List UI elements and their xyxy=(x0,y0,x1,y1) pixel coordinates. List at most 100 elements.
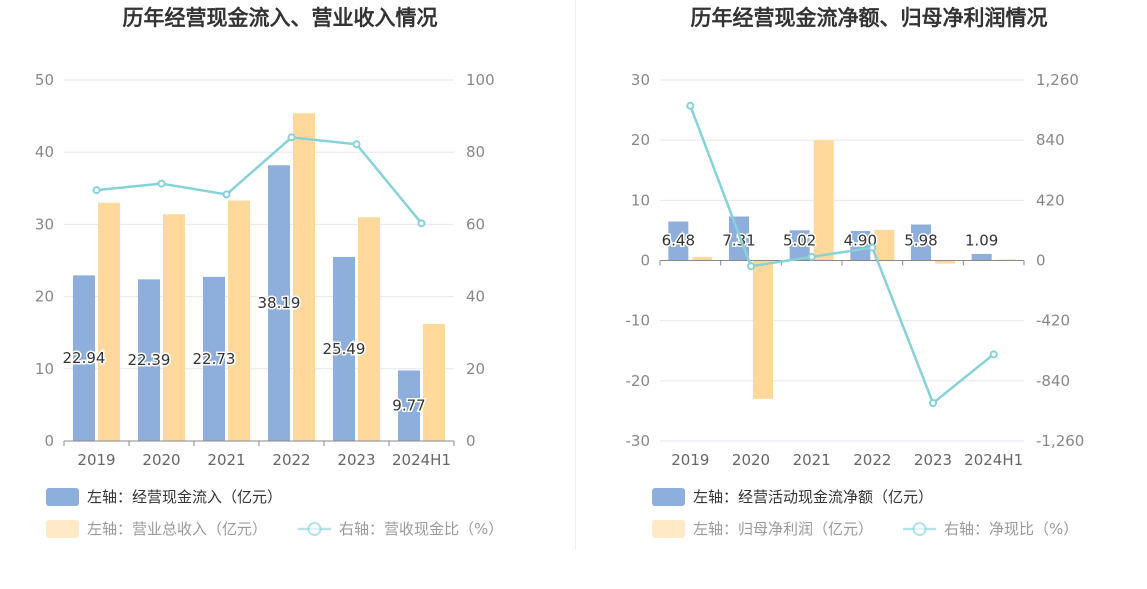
right-axis-tick-label: 840 xyxy=(1036,131,1065,149)
right-axis-tick-label: 0 xyxy=(1036,252,1046,270)
left-axis-tick-label: 10 xyxy=(631,191,650,209)
left-axis-tick-label: 30 xyxy=(631,71,650,89)
x-axis-tick-label: 2021 xyxy=(207,451,245,469)
right-axis-tick-label: 1,260 xyxy=(1036,71,1079,89)
left-axis-tick-label: 40 xyxy=(35,143,54,161)
ratio-point xyxy=(157,179,166,188)
bar-data-label: 6.48 xyxy=(662,232,695,250)
ratio-point xyxy=(222,190,231,199)
secondary-bar-2019 xyxy=(692,256,713,261)
x-axis-tick-label: 2024H1 xyxy=(964,451,1023,469)
right-axis-tick-label: -420 xyxy=(1036,312,1070,330)
bar-data-label: 7.31 xyxy=(722,232,755,250)
bar-data-label: 5.98 xyxy=(904,232,937,250)
primary-bar-2022 xyxy=(850,231,871,261)
panel-divider xyxy=(575,0,576,550)
right-chart-svg: 历年经营现金流净额、归母净利润情况 -30 -20 -10 0 10 20 30 -1,260… xyxy=(626,6,1084,538)
bar-data-label: 9.77 xyxy=(392,397,425,415)
ratio-point xyxy=(287,133,296,142)
legend-label-primary-bar[interactable]: 左轴：经营活动现金流净额（亿元） xyxy=(693,488,933,506)
right-axis-tick-label: -840 xyxy=(1036,372,1070,390)
x-axis-tick-label: 2022 xyxy=(853,451,891,469)
left-axis-tick-label: 10 xyxy=(35,360,54,378)
secondary-bar-2021 xyxy=(228,200,250,441)
legend-label-line[interactable]: 右轴：营收现金比（%） xyxy=(339,520,503,538)
bar-data-label: 38.19 xyxy=(258,294,301,312)
right-chart-panel: 历年经营现金流净额、归母净利润情况 -30 -20 -10 0 10 20 30 -1,260… xyxy=(577,0,1147,589)
x-axis-tick-label: 2019 xyxy=(77,451,115,469)
ratio-point xyxy=(92,186,101,195)
bar-data-label: 25.49 xyxy=(323,340,366,358)
right-axis-tick-label: 20 xyxy=(466,360,485,378)
right-axis-tick-label: -1,260 xyxy=(1036,432,1084,450)
secondary-bar-2023 xyxy=(358,217,380,441)
secondary-bar-2020 xyxy=(753,260,773,399)
bar-data-label: 1.09 xyxy=(965,232,998,250)
legend-swatch-secondary-bar[interactable] xyxy=(652,520,685,538)
primary-bar-2019 xyxy=(668,221,689,261)
chart-title: 历年经营现金流入、营业收入情况 xyxy=(123,6,438,30)
ratio-point xyxy=(868,243,877,252)
secondary-bar-2021 xyxy=(813,140,834,261)
ratio-point xyxy=(352,140,361,149)
right-axis-tick-label: 80 xyxy=(466,143,485,161)
x-axis-tick-label: 2024H1 xyxy=(392,451,451,469)
ratio-point xyxy=(807,252,816,261)
primary-bar-2024h1 xyxy=(971,253,992,261)
x-axis-tick-label: 2020 xyxy=(732,451,770,469)
x-axis-tick-label: 2022 xyxy=(272,451,310,469)
legend-swatch-primary-bar[interactable] xyxy=(652,488,685,506)
legend-label-secondary-bar[interactable]: 左轴：归母净利润（亿元） xyxy=(693,520,873,538)
ratio-point xyxy=(747,262,755,271)
right-axis-tick-label: 420 xyxy=(1036,191,1065,209)
primary-bar-2021 xyxy=(789,230,810,261)
primary-bar-2023 xyxy=(333,256,355,441)
ratio-point xyxy=(929,399,937,408)
secondary-bar-2024h1 xyxy=(423,324,445,441)
secondary-bar-2023 xyxy=(935,260,955,264)
bar-data-label: 22.94 xyxy=(63,349,106,367)
primary-bar-2023 xyxy=(911,224,931,261)
secondary-bar-2022 xyxy=(874,229,895,261)
legend-label-line[interactable]: 右轴：净现比（%） xyxy=(944,520,1078,538)
left-axis-tick-label: -30 xyxy=(626,432,651,450)
x-axis-tick-label: 2023 xyxy=(337,451,375,469)
left-chart-panel: 历年经营现金流入、营业收入情况 0 10 20 30 40 50 0 20 40 60 80 100 2… xyxy=(35,6,503,538)
right-axis-tick-label: 0 xyxy=(466,432,476,450)
legend-swatch-line-marker[interactable] xyxy=(307,522,322,536)
left-axis-tick-label: 20 xyxy=(35,288,54,306)
left-chart-svg: 历年经营现金流入、营业收入情况 0 10 20 30 40 50 0 20 40 60 80 100 2… xyxy=(35,6,503,538)
primary-bar-2021 xyxy=(203,276,225,441)
left-axis-tick-label: -20 xyxy=(626,372,651,390)
primary-bar-2019 xyxy=(73,275,95,441)
chart-title: 历年经营现金流净额、归母净利润情况 xyxy=(691,6,1048,30)
bar-data-label: 22.73 xyxy=(193,350,236,368)
legend-label-primary-bar[interactable]: 左轴：经营现金流入（亿元） xyxy=(87,488,282,506)
left-axis-tick-label: 0 xyxy=(44,432,54,450)
x-axis-tick-label: 2019 xyxy=(671,451,709,469)
left-axis-tick-label: 50 xyxy=(35,71,54,89)
ratio-line xyxy=(96,136,423,225)
legend-swatch-primary-bar[interactable] xyxy=(46,488,79,506)
secondary-bar-2020 xyxy=(163,214,185,441)
primary-bar-2024h1 xyxy=(398,370,420,441)
secondary-bar-2022 xyxy=(293,113,315,441)
x-axis-tick-label: 2020 xyxy=(142,451,180,469)
legend-label-secondary-bar[interactable]: 左轴：营业总收入（亿元） xyxy=(87,520,267,538)
right-axis-tick-label: 60 xyxy=(466,215,485,233)
legend-swatch-line-marker[interactable] xyxy=(912,522,927,536)
ratio-point xyxy=(686,101,695,110)
primary-bar-2020 xyxy=(138,279,160,441)
right-axis-tick-label: 100 xyxy=(466,71,495,89)
left-axis-tick-label: 20 xyxy=(631,131,650,149)
ratio-point xyxy=(417,219,426,228)
bar-data-label: 5.02 xyxy=(783,232,816,250)
x-axis-tick-label: 2023 xyxy=(914,451,952,469)
left-axis-tick-label: 30 xyxy=(35,215,54,233)
ratio-point xyxy=(989,350,998,359)
x-axis-tick-label: 2021 xyxy=(793,451,831,469)
legend-swatch-secondary-bar[interactable] xyxy=(46,520,79,538)
left-axis-tick-label: -10 xyxy=(626,312,651,330)
right-axis-tick-label: 40 xyxy=(466,288,485,306)
bar-data-label: 22.39 xyxy=(128,351,171,369)
